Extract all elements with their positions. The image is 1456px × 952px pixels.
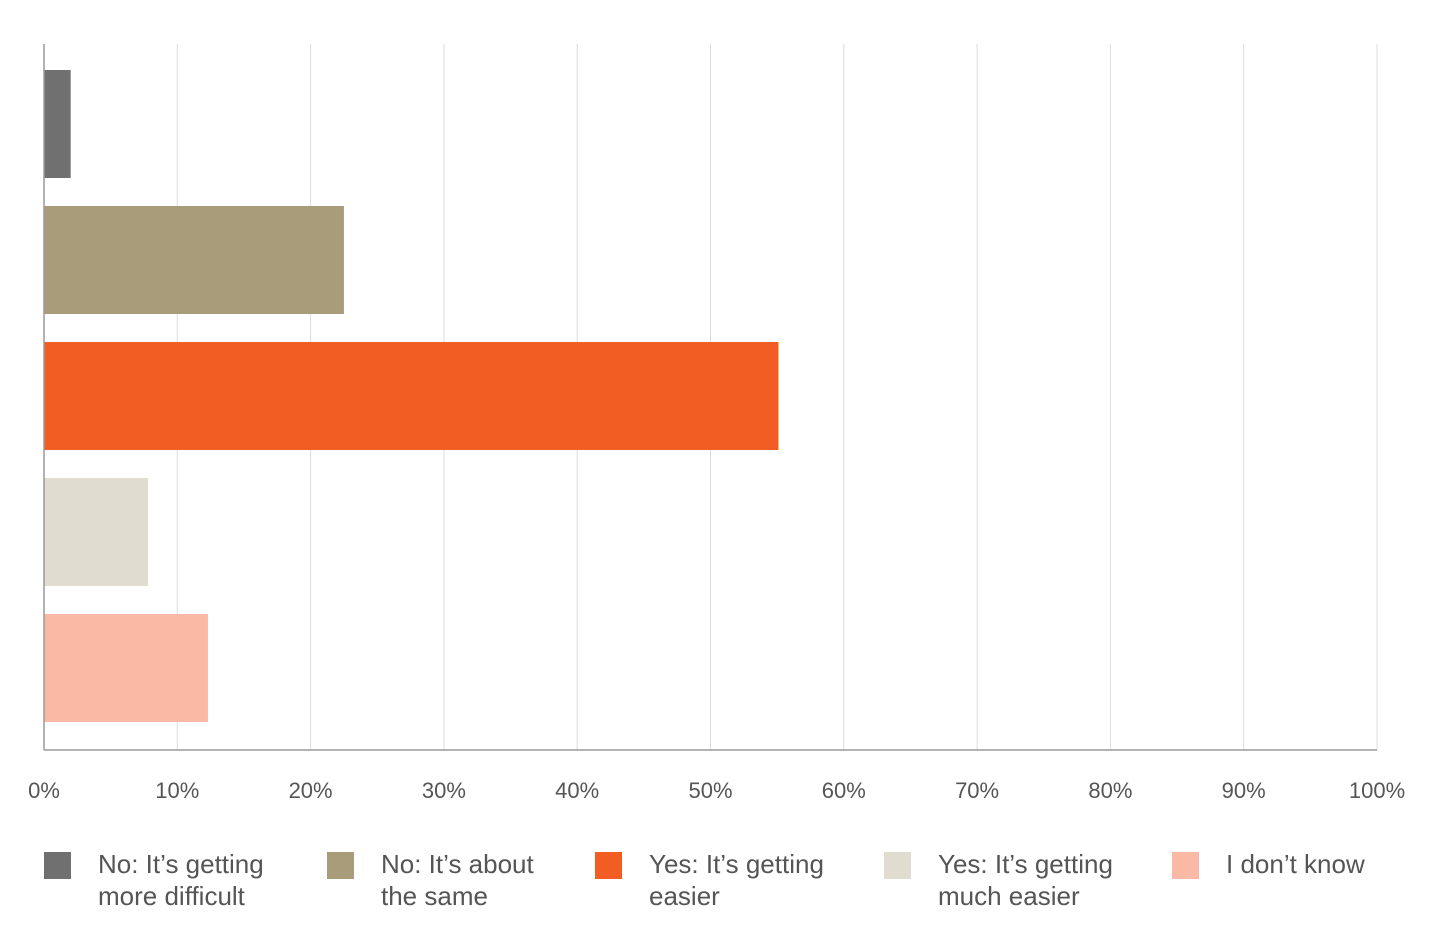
legend: No: It’s getting more difficult No: It’s … <box>0 848 1456 928</box>
bar <box>44 206 344 314</box>
legend-swatch <box>327 852 354 879</box>
x-tick-label: 0% <box>28 778 60 803</box>
legend-swatch <box>884 852 911 879</box>
legend-swatch <box>1172 852 1199 879</box>
legend-label: Yes: It’s getting easier <box>649 849 824 911</box>
bars <box>44 70 779 722</box>
legend-item: No: It’s about the same <box>327 848 534 912</box>
bar <box>44 70 71 178</box>
x-tick-label: 70% <box>955 778 999 803</box>
legend-swatch <box>595 852 622 879</box>
legend-item: No: It’s getting more difficult <box>44 848 264 912</box>
x-tick-label: 20% <box>289 778 333 803</box>
legend-swatch <box>44 852 71 879</box>
legend-item: I don’t know <box>1172 848 1365 880</box>
legend-label: Yes: It’s getting much easier <box>938 849 1113 911</box>
legend-label: No: It’s about the same <box>381 849 534 911</box>
x-tick-labels: 0% 10% 20% 30% 40% 50% 60% 70% 80% 90% 100% <box>28 778 1405 803</box>
legend-item: Yes: It’s getting easier <box>595 848 824 912</box>
bar <box>44 614 208 722</box>
x-tick-label: 50% <box>688 778 732 803</box>
x-tick-label: 40% <box>555 778 599 803</box>
legend-item: Yes: It’s getting much easier <box>884 848 1113 912</box>
x-tick-label: 30% <box>422 778 466 803</box>
bar-chart: 0% 10% 20% 30% 40% 50% 60% 70% 80% 90% 100% <box>28 44 1405 803</box>
legend-label: No: It’s getting more difficult <box>98 849 264 911</box>
axes <box>43 44 1377 751</box>
bar <box>44 342 779 450</box>
x-tick-label: 90% <box>1222 778 1266 803</box>
x-tick-label: 10% <box>155 778 199 803</box>
x-tick-label: 100% <box>1349 778 1405 803</box>
bar <box>44 478 148 586</box>
x-tick-label: 80% <box>1088 778 1132 803</box>
legend-label: I don’t know <box>1226 849 1365 879</box>
x-tick-label: 60% <box>822 778 866 803</box>
